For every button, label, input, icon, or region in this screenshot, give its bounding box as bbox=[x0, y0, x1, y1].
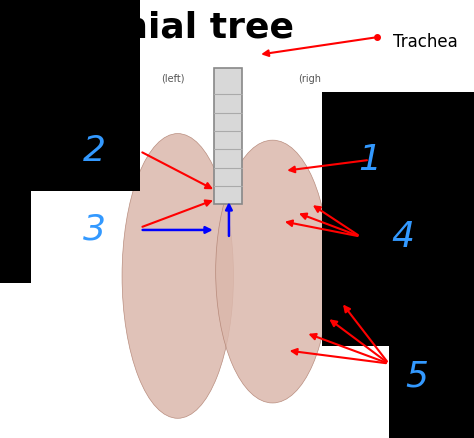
FancyBboxPatch shape bbox=[0, 0, 140, 191]
Text: (righ: (righ bbox=[299, 74, 322, 84]
Text: 1: 1 bbox=[358, 143, 381, 177]
Ellipse shape bbox=[122, 134, 233, 418]
FancyBboxPatch shape bbox=[214, 68, 242, 204]
Text: Bronchial tree: Bronchial tree bbox=[5, 11, 294, 45]
Ellipse shape bbox=[216, 140, 329, 403]
Text: 2: 2 bbox=[83, 134, 106, 168]
FancyBboxPatch shape bbox=[389, 346, 474, 438]
FancyBboxPatch shape bbox=[322, 92, 474, 346]
Text: (left): (left) bbox=[161, 74, 185, 84]
Text: Trachea: Trachea bbox=[393, 32, 458, 51]
Text: 5: 5 bbox=[406, 360, 428, 394]
Text: 4: 4 bbox=[392, 219, 414, 254]
FancyBboxPatch shape bbox=[0, 191, 31, 283]
Text: 3: 3 bbox=[83, 213, 106, 247]
